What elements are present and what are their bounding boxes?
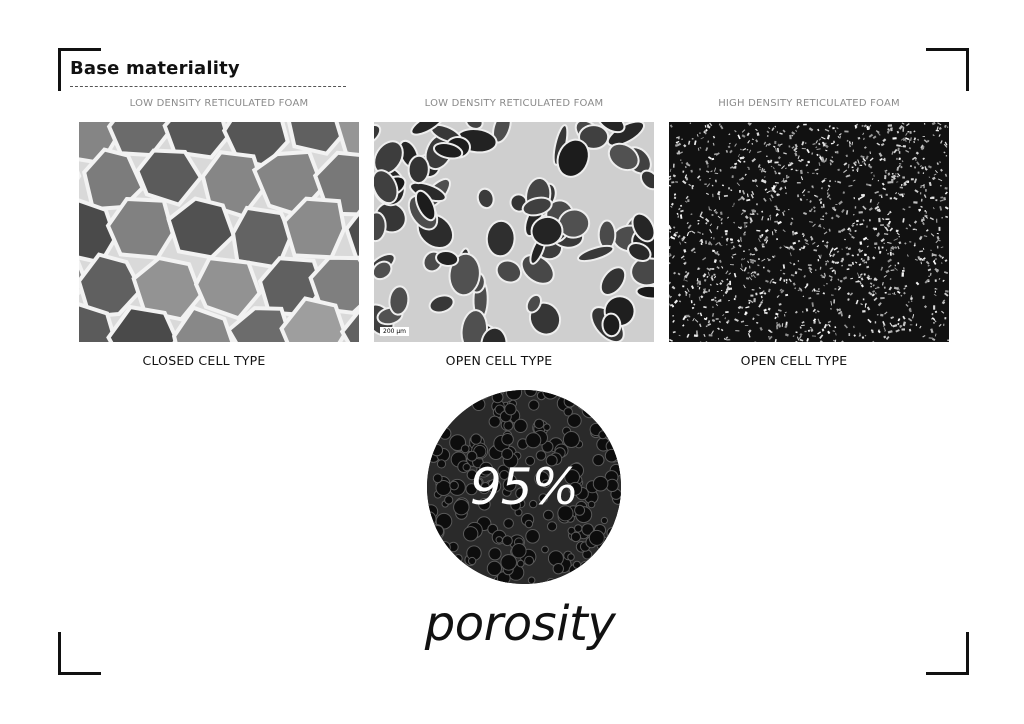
- panel-3-label: HIGH DENSITY RETICULATED FOAM: [718, 98, 900, 109]
- panel-3-caption: OPEN CELL TYPE: [740, 353, 848, 368]
- corner-bracket-top-left: [58, 48, 101, 91]
- corner-bracket-bottom-left: [58, 632, 101, 675]
- corner-bracket-bottom-right: [926, 632, 969, 675]
- panel-1-caption: CLOSED CELL TYPE: [142, 353, 266, 368]
- corner-bracket-top-right: [926, 48, 969, 91]
- panel-2-label: LOW DENSITY RETICULATED FOAM: [424, 98, 604, 109]
- open-cell-foam-image: 200 µm: [374, 122, 654, 342]
- porosity-label: porosity: [424, 596, 616, 652]
- panel-2-caption: OPEN CELL TYPE: [445, 353, 553, 368]
- porosity-circle: 95%: [427, 390, 621, 584]
- closed-cell-foam-image: [79, 122, 359, 342]
- title-dashed-rule: [70, 86, 346, 87]
- high-density-foam-image: [669, 122, 949, 342]
- scale-bar: 200 µm: [380, 327, 410, 336]
- panel-1-label: LOW DENSITY RETICULATED FOAM: [129, 98, 309, 109]
- section-title: Base materiality: [70, 58, 240, 79]
- porosity-value: 95%: [469, 458, 579, 516]
